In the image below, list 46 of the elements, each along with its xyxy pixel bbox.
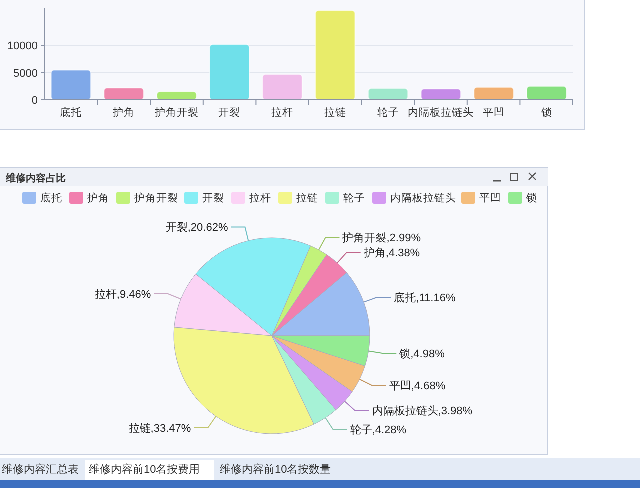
data-label: 拉杆,9.46% — [94, 288, 152, 301]
data-label: 平凹,4.68% — [389, 380, 446, 393]
bar — [209, 44, 250, 100]
x-tick-label: 底托 — [60, 106, 82, 119]
legend-label: 平凹 — [480, 192, 502, 205]
legend-label: 内隔板拉链头 — [390, 192, 456, 205]
legend-label: 锁 — [526, 192, 538, 205]
legend-label: 开裂 — [202, 192, 224, 205]
x-tick-label: 锁 — [540, 107, 552, 119]
data-label: 护角开裂,2.99% — [342, 232, 422, 245]
bar — [368, 88, 409, 100]
data-label: 护角,4.38% — [362, 246, 420, 260]
bar — [526, 86, 568, 100]
y-tick-label: 0 — [32, 94, 38, 107]
bar — [315, 10, 356, 100]
legend-label: 拉链 — [296, 192, 318, 205]
text: 维修内容汇总表 — [2, 462, 79, 476]
x-tick-label: 护角开裂 — [154, 106, 199, 119]
legend-label: 护角开裂 — [134, 192, 178, 205]
x-tick-label: 护角 — [112, 106, 136, 119]
x-tick-label: 拉链 — [324, 107, 346, 119]
x-tick-label: 平凹 — [482, 107, 505, 119]
text: 维修内容前10名按数量 — [220, 462, 332, 476]
legend-label: 拉杆 — [250, 192, 272, 205]
legend-label: 护角 — [86, 192, 110, 205]
data-label: 底托,11.16% — [394, 291, 456, 304]
bar — [104, 88, 144, 100]
data-label: 锁,4.98% — [398, 348, 446, 360]
x-tick-label: 内隔板拉链头 — [408, 106, 474, 119]
text: 维修内容前10名按费用 — [89, 462, 200, 476]
y-tick-label: 10000 — [7, 40, 38, 53]
data-label: 内隔板拉链头,3.98% — [372, 404, 473, 418]
data-label: 开裂,20.62% — [166, 222, 228, 234]
bar — [474, 87, 514, 100]
legend-label: 轮子 — [344, 192, 366, 205]
x-tick-label: 轮子 — [377, 107, 400, 119]
x-tick-label: 开裂 — [218, 107, 241, 119]
data-label: 拉链,33.47% — [128, 422, 192, 435]
bar — [420, 88, 462, 100]
x-tick-label: 拉杆 — [272, 107, 294, 119]
bar — [262, 74, 303, 100]
bar — [50, 70, 92, 100]
legend-label: 底托 — [40, 192, 62, 205]
chart-title: 维修内容占比 — [5, 172, 66, 184]
y-tick-label: 5000 — [14, 68, 38, 80]
data-label: 轮子,4.28% — [350, 424, 407, 437]
